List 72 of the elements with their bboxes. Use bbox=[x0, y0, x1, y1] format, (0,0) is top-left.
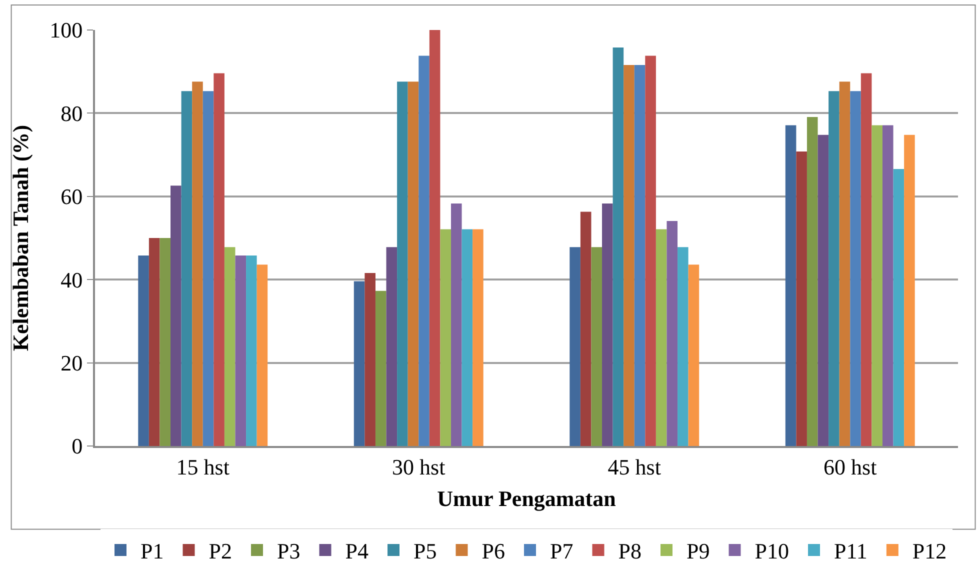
y-tick-label: 0 bbox=[72, 434, 83, 459]
bar bbox=[688, 264, 700, 446]
legend-label: P12 bbox=[912, 538, 947, 564]
x-tick-label: 60 hst bbox=[824, 454, 877, 480]
bar bbox=[246, 255, 257, 446]
bar bbox=[235, 255, 246, 446]
legend-label: P3 bbox=[277, 538, 300, 564]
legend-label: P2 bbox=[208, 538, 232, 564]
bar bbox=[828, 91, 840, 446]
legend-label: P9 bbox=[686, 538, 710, 564]
bar bbox=[214, 73, 224, 446]
bar bbox=[785, 125, 796, 446]
bar bbox=[904, 134, 915, 446]
bar bbox=[612, 47, 624, 446]
bar bbox=[408, 82, 419, 446]
bar bbox=[192, 82, 203, 446]
legend-label: P6 bbox=[482, 538, 505, 564]
bar bbox=[860, 73, 872, 446]
bar bbox=[602, 203, 613, 446]
bar bbox=[148, 238, 160, 446]
bar bbox=[386, 247, 398, 446]
bar bbox=[202, 91, 214, 446]
bar bbox=[893, 168, 904, 446]
x-tick-label: 30 hst bbox=[392, 454, 446, 480]
bar bbox=[882, 125, 894, 446]
bar bbox=[872, 125, 882, 446]
bar bbox=[796, 151, 807, 446]
bar bbox=[181, 91, 192, 446]
bar bbox=[397, 82, 408, 446]
y-axis-title: Kelembaban Tanah (%) bbox=[8, 124, 33, 352]
bar bbox=[678, 247, 688, 446]
y-tick-label: 20 bbox=[60, 350, 83, 376]
y-tick-label: 100 bbox=[50, 18, 83, 43]
bar bbox=[375, 290, 386, 446]
legend-label: P7 bbox=[550, 538, 574, 564]
legend-label: P8 bbox=[618, 538, 642, 564]
bar bbox=[580, 212, 592, 446]
bar bbox=[224, 247, 236, 446]
bar bbox=[656, 229, 667, 446]
bar bbox=[818, 134, 829, 446]
legend-label: P4 bbox=[345, 538, 368, 564]
bar bbox=[138, 255, 149, 446]
bar bbox=[624, 64, 634, 446]
bar bbox=[429, 30, 440, 446]
bar bbox=[570, 247, 580, 446]
bar bbox=[645, 56, 656, 446]
bar bbox=[256, 264, 268, 446]
bar bbox=[591, 247, 602, 446]
bar bbox=[440, 229, 451, 446]
bar bbox=[170, 186, 182, 446]
x-tick-label: 15 hst bbox=[176, 454, 230, 480]
x-axis-title: Umur Pengamatan bbox=[437, 486, 616, 511]
bar bbox=[450, 203, 462, 446]
bar bbox=[462, 229, 473, 446]
bar bbox=[354, 281, 365, 446]
bar bbox=[839, 82, 850, 446]
legend-label: P1 bbox=[140, 538, 164, 564]
y-tick-label: 40 bbox=[60, 267, 83, 292]
bar bbox=[806, 116, 818, 446]
legend-label: P11 bbox=[834, 538, 868, 564]
y-tick-label: 80 bbox=[60, 100, 83, 126]
bar bbox=[634, 64, 646, 446]
bar bbox=[666, 220, 678, 446]
legend-label: P10 bbox=[754, 538, 789, 564]
bar bbox=[418, 56, 430, 446]
bar bbox=[850, 91, 861, 446]
x-tick-label: 45 hst bbox=[608, 454, 661, 480]
bar bbox=[472, 229, 484, 446]
y-tick-label: 60 bbox=[60, 184, 83, 210]
bar bbox=[364, 272, 376, 446]
bar bbox=[160, 238, 171, 446]
legend-label: P5 bbox=[414, 538, 437, 564]
